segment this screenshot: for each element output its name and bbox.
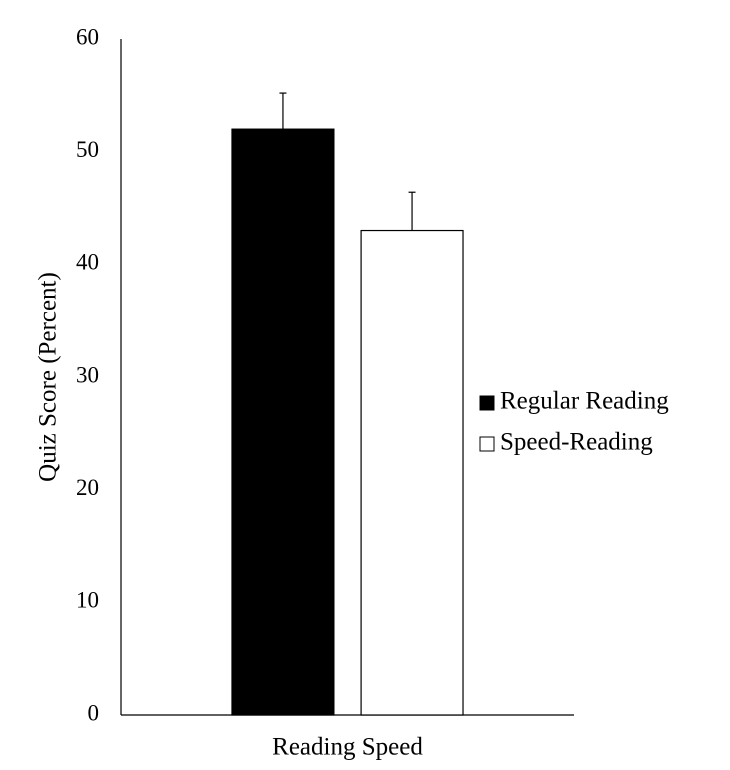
y-tick-label: 60 [76, 24, 99, 49]
bar [360, 229, 464, 716]
y-axis-label: Quiz Score (Percent) [35, 272, 62, 482]
bar [231, 128, 335, 716]
y-tick-label: 40 [76, 250, 99, 275]
error-bar [408, 191, 416, 231]
y-tick-label: 50 [76, 137, 99, 162]
y-tick-label: 20 [76, 475, 99, 500]
legend-label: Speed-Reading [500, 429, 653, 456]
x-tick-label: Reading Speed [272, 734, 423, 761]
y-tick-label: 30 [76, 362, 99, 387]
y-tick-label: 10 [76, 588, 99, 613]
legend-label: Regular Reading [500, 388, 669, 415]
legend-swatch [479, 436, 495, 452]
y-tick-label: 0 [88, 700, 100, 725]
error-bar [279, 92, 287, 130]
legend-swatch [479, 395, 495, 411]
